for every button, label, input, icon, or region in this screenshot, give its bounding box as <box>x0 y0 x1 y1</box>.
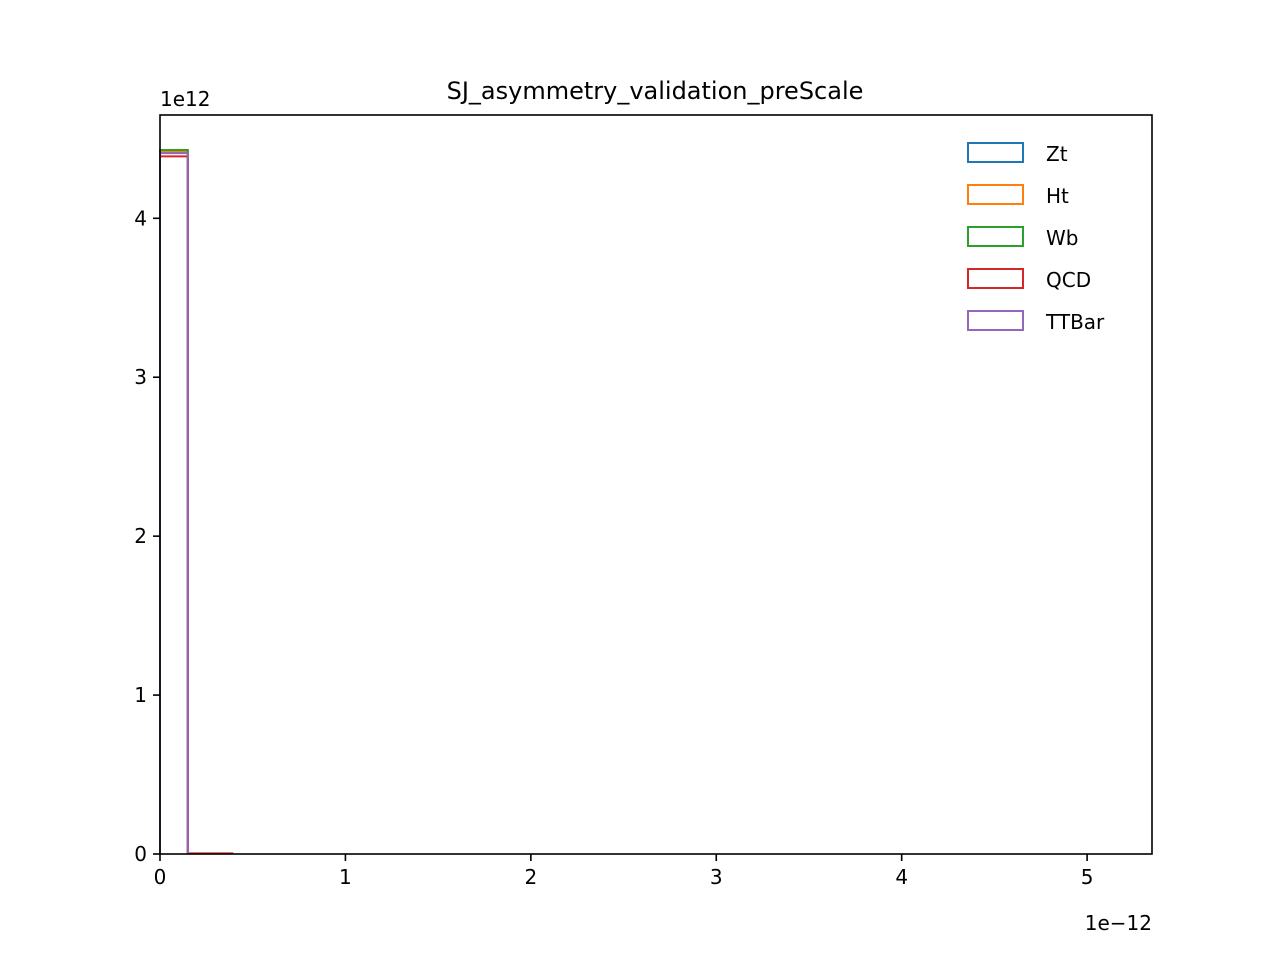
series-wb <box>159 148 189 854</box>
chart-title: SJ_asymmetry_validation_preScale <box>447 77 864 105</box>
y-tick-label: 4 <box>134 206 147 230</box>
histogram-bar <box>159 155 189 854</box>
histogram-bar <box>159 150 189 854</box>
legend-swatch-qcd <box>967 268 1024 289</box>
x-tick-label: 5 <box>1081 865 1094 889</box>
x-tick-label: 3 <box>710 865 723 889</box>
x-tick-label: 4 <box>895 865 908 889</box>
legend-label-zt: Zt <box>1046 142 1068 166</box>
legend-label-wb: Wb <box>1046 226 1078 250</box>
histogram-bar <box>159 148 189 854</box>
legend-label-qcd: QCD <box>1046 268 1091 292</box>
axes-frame <box>159 114 1153 855</box>
x-tick-label: 2 <box>524 865 537 889</box>
series-zt <box>159 150 189 854</box>
series-ht <box>159 150 189 854</box>
legend-label-ttbar: TTBar <box>1045 310 1105 334</box>
y-tick-label: 3 <box>134 365 147 389</box>
legend-swatch-ht <box>967 184 1024 205</box>
histogram-bar <box>159 152 189 854</box>
histogram-bar <box>159 150 189 854</box>
y-offset-text: 1e12 <box>160 87 210 111</box>
plot-area: 0 1 2 3 4 5 0 1 2 3 4 <box>134 114 1153 889</box>
legend-label-ht: Ht <box>1046 184 1069 208</box>
legend-swatch-ttbar <box>967 310 1024 331</box>
x-offset-text: 1e−12 <box>1085 911 1152 935</box>
x-tick-label: 1 <box>339 865 352 889</box>
legend-swatch-zt <box>967 142 1024 163</box>
series-qcd <box>159 155 234 855</box>
legend-swatch-wb <box>967 226 1024 247</box>
y-tick-label: 1 <box>134 683 147 707</box>
y-tick-label: 2 <box>134 524 147 548</box>
legend: Zt Ht Wb QCD TTBar <box>967 142 1105 334</box>
y-tick-label: 0 <box>134 842 147 866</box>
series-ttbar <box>159 152 189 854</box>
x-tick-label: 0 <box>154 865 167 889</box>
